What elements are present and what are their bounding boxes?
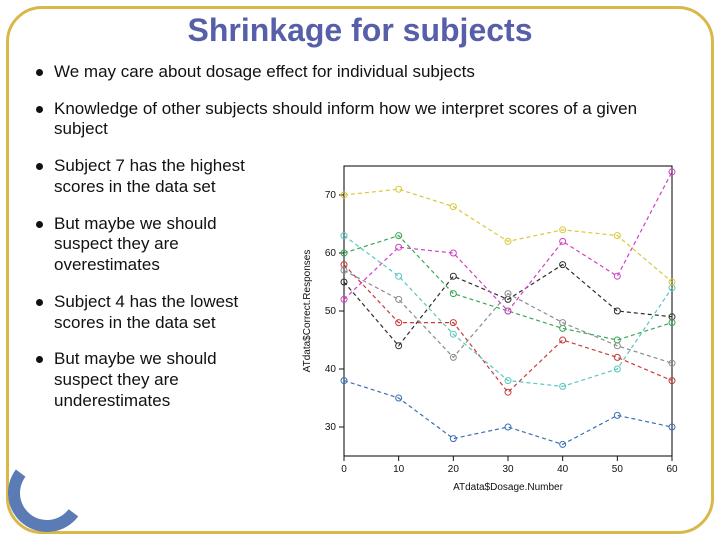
svg-text:70: 70 [325, 190, 337, 201]
bullet-item: Subject 7 has the highest scores in the … [32, 156, 276, 197]
slide-content: We may care about dosage effect for indi… [32, 62, 696, 526]
line-chart: 0 10 20 30 40 50 60 30 40 50 60 70 ATdata$Dosage.Num… [296, 156, 686, 496]
two-column-row: Subject 7 has the highest scores in the … [32, 156, 696, 496]
svg-text:40: 40 [557, 464, 569, 475]
svg-text:40: 40 [325, 364, 337, 375]
svg-text:60: 60 [666, 464, 678, 475]
chart-container: 0 10 20 30 40 50 60 30 40 50 60 70 ATdata$Dosage.Num… [286, 156, 696, 496]
svg-text:30: 30 [325, 422, 337, 433]
svg-text:ATdata$Dosage.Number: ATdata$Dosage.Number [453, 482, 564, 493]
svg-text:10: 10 [393, 464, 405, 475]
svg-text:30: 30 [502, 464, 514, 475]
bullets-top: We may care about dosage effect for indi… [32, 62, 696, 140]
bullet-item: But maybe we should suspect they are und… [32, 349, 276, 411]
svg-text:20: 20 [448, 464, 460, 475]
svg-text:60: 60 [325, 248, 337, 259]
bullet-item: Subject 4 has the lowest scores in the d… [32, 292, 276, 333]
bullet-item: But maybe we should suspect they are ove… [32, 214, 276, 276]
svg-text:50: 50 [325, 306, 337, 317]
slide-title: Shrinkage for subjects [0, 12, 720, 49]
bullet-item: We may care about dosage effect for indi… [32, 62, 672, 83]
bullet-item: Knowledge of other subjects should infor… [32, 99, 672, 140]
svg-text:ATdata$Correct.Responses: ATdata$Correct.Responses [302, 250, 313, 373]
bullets-left-col: Subject 7 has the highest scores in the … [32, 156, 276, 496]
svg-text:0: 0 [341, 464, 347, 475]
svg-text:50: 50 [612, 464, 624, 475]
